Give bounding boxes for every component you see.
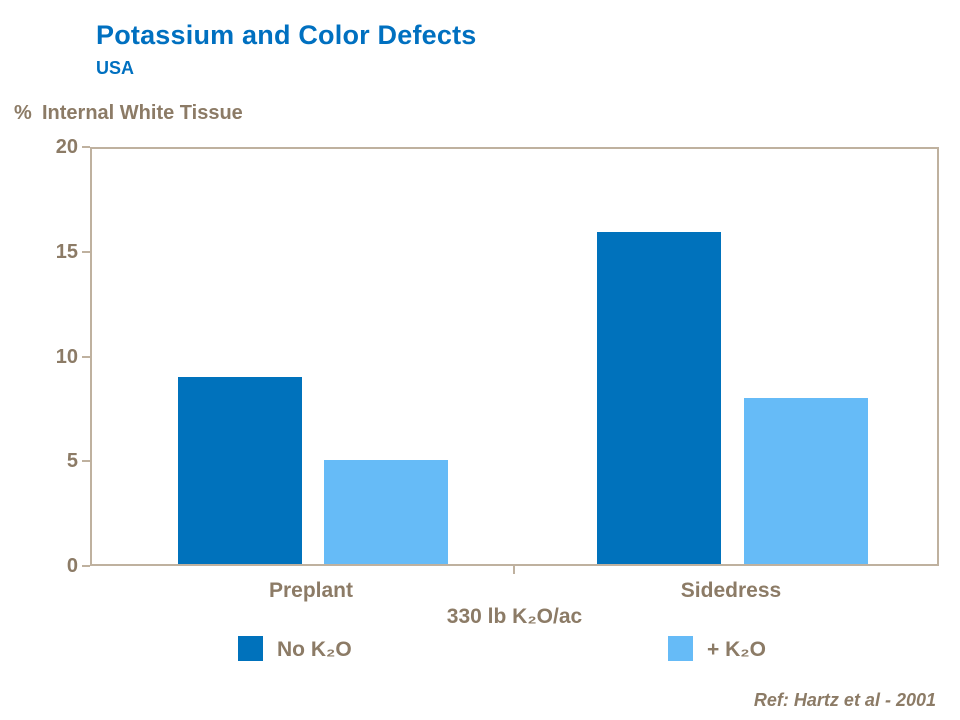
legend-swatch-plus-k2o: [668, 636, 693, 661]
y-tick-label: 20: [55, 136, 78, 158]
bar-sidedress-no-k2o: [597, 232, 721, 564]
reference-citation: Ref: Hartz et al - 2001: [753, 690, 936, 710]
y-tick-mark: [82, 565, 90, 567]
y-axis-percent-sign: %: [14, 102, 32, 124]
legend-label-no-k2o: No K₂O: [277, 638, 352, 661]
chart-plot-area: [90, 147, 939, 566]
y-tick-mark: [82, 146, 90, 148]
y-tick-label: 5: [66, 450, 78, 472]
bar-sidedress-plus-k2o: [744, 398, 868, 564]
x-axis-title: 330 lb K₂O/ac: [446, 605, 583, 628]
category-label-preplant: Preplant: [268, 579, 354, 602]
legend-swatch-no-k2o: [238, 636, 263, 661]
page-subtitle: USA: [96, 58, 135, 78]
x-axis-divider-tick: [513, 566, 515, 574]
category-label-sidedress: Sidedress: [680, 579, 782, 602]
y-tick-mark: [82, 251, 90, 253]
bar-preplant-plus-k2o: [324, 460, 448, 564]
y-tick-mark: [82, 460, 90, 462]
bar-preplant-no-k2o: [178, 377, 302, 564]
y-tick-label: 15: [55, 241, 78, 263]
page-title: Potassium and Color Defects: [96, 20, 477, 50]
legend-label-plus-k2o: + K₂O: [707, 638, 766, 661]
y-tick-mark: [82, 356, 90, 358]
y-axis-label: Internal White Tissue: [42, 102, 243, 124]
y-tick-label: 10: [55, 346, 78, 368]
y-tick-label: 0: [66, 555, 78, 577]
